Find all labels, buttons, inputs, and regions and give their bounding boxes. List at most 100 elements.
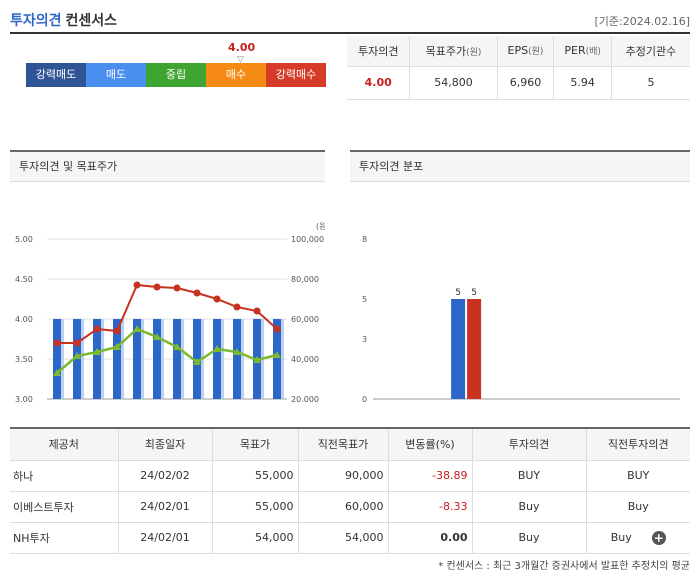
cell-date: 24/02/01 [117,490,213,523]
opinion-bar-gap [141,319,144,399]
plus-circle-icon[interactable]: + [651,530,666,545]
opinion-bar-gap [101,319,104,399]
cell-provider: 하나 [10,459,119,492]
panel-title-opinion-target: 투자의견 및 목표주가 [10,152,325,182]
adjusted-price-point [53,369,61,376]
opinion-bar-gap [181,319,184,399]
cell-opinion: BUY [471,459,587,492]
opinion-bar [173,319,181,399]
opinion-bar [213,319,221,399]
adjusted-price-point [233,348,241,355]
target-price-point [153,283,161,291]
cell-provider: 이베스트투자 [10,490,119,523]
broker-opinion-table: 제공처 최종일자 목표가 직전목표가 변동률(%) 투자의견 직전투자의견 하나… [10,427,690,554]
consensus-summary-table: 투자의견 목표주가(원) EPS(원) PER(배) 추정기관수 4.00 54… [347,36,690,100]
opinion-bar-gap [281,319,284,399]
y-left-tick-label: 3.00 [15,395,33,402]
adjusted-price-point [193,358,201,365]
opinion-bar-gap [81,319,84,399]
adjusted-price-point [133,325,141,332]
adjusted-price-point [93,348,101,355]
opinion-bar [273,319,281,399]
distribution-data-label: 5 [471,288,477,298]
cell-prev-opinion: BUY [585,459,690,492]
distribution-data-label: 5 [455,288,461,298]
consensus-value: 4.00 [228,41,256,54]
summary-opinion-value: 4.00 [347,65,411,100]
col-date: 최종일자 [117,427,213,461]
cell-change: -8.33 [387,490,473,523]
y-tick-label: 3 [362,335,367,344]
cell-prev-target: 60,000 [297,490,389,523]
title-sub: 컨센서스 [65,13,118,29]
y-tick-label: 8 [362,235,367,244]
cell-date: 24/02/01 [117,521,213,554]
col-prev-target: 직전목표가 [297,427,389,461]
scale-neutral: 중립 [146,63,206,87]
adjusted-price-point [153,333,161,340]
col-change: 변동률(%) [387,427,473,461]
cell-target: 55,000 [211,490,299,523]
cell-target: 55,000 [211,459,299,492]
scale-strong-sell: 강력매도 [26,63,86,87]
summary-header-row: 투자의견 목표주가(원) EPS(원) PER(배) 추정기관수 [347,36,690,67]
distribution-bar [451,299,466,399]
scale-sell: 매도 [86,63,146,87]
opinion-bar-gap [121,319,124,399]
y-tick-label: 0 [362,395,367,402]
opinion-bar-gap [221,319,224,399]
cell-prev-opinion: Buy [585,490,690,523]
y-right-tick-label: 60,000 [291,315,319,324]
y-right-tick-label: 20,000 [291,395,319,402]
col-provider: 제공처 [10,427,119,461]
summary-value-row: 4.00 54,800 6,960 5.94 5 [347,65,690,100]
opinion-bar [93,319,101,399]
cell-change: 0.00 [387,521,473,554]
y-left-tick-label: 5.00 [15,235,33,244]
y-left-tick-label: 3.50 [15,355,33,364]
cell-prev-opinion: Buy + [585,521,690,554]
cell-opinion: Buy [471,521,587,554]
section-header: 투자의견 컨센서스 [기준:2024.02.16] [10,0,690,34]
summary-header-per: PER(배) [553,36,612,67]
col-target: 목표가 [211,427,299,461]
target-price-point [73,339,81,347]
y-left-tick-label: 4.00 [15,315,33,324]
y-right-unit-label: (원) [316,222,325,231]
opinion-bar-gap [61,319,64,399]
adjusted-price-point [73,352,81,359]
opinion-bar-gap [161,319,164,399]
cell-change: -38.89 [387,459,473,492]
y-right-tick-label: 40,000 [291,355,319,364]
summary-header-eps: EPS(원) [496,36,555,67]
adjusted-price-point [113,343,121,350]
target-price-point [253,307,261,315]
adjusted-price-line [56,327,278,374]
reference-date: [기준:2024.02.16] [594,15,690,28]
opinion-bar [133,319,141,399]
cell-date: 24/02/02 [117,459,213,492]
triangle-down-icon: ▽ [237,55,244,65]
adjusted-price-point [253,356,261,363]
footnote: * 컨센서스 : 최근 3개월간 증권사에서 발표한 추정치의 평균 [438,561,690,572]
table-row: 이베스트투자 24/02/01 55,000 60,000 -8.33 Buy … [10,490,690,523]
target-price-point [93,325,101,333]
opinion-bar [113,319,121,399]
title-main: 투자의견 [10,13,62,29]
y-right-tick-label: 100,000 [291,235,324,244]
summary-target-value: 54,800 [409,65,498,100]
target-price-point [233,303,241,311]
col-prev-opinion: 직전투자의견 [585,427,690,461]
target-price-point [213,295,221,303]
opinion-bar [233,319,241,399]
target-price-point [113,327,121,335]
target-price-point [173,284,181,292]
cell-prev-target: 54,000 [297,521,389,554]
cell-prev-target: 90,000 [297,459,389,492]
y-tick-label: 5 [362,295,367,304]
adjusted-price-point [213,345,221,352]
opinion-target-chart: 5.00 4.50 4.00 3.50 3.00 100,000 80,000 60,000 4… [15,222,330,423]
opinion-bar [153,319,161,399]
consensus-scale: 4.00 ▽ 강력매도 매도 중립 매수 강력매수 [10,36,340,102]
target-price-point [193,289,201,297]
